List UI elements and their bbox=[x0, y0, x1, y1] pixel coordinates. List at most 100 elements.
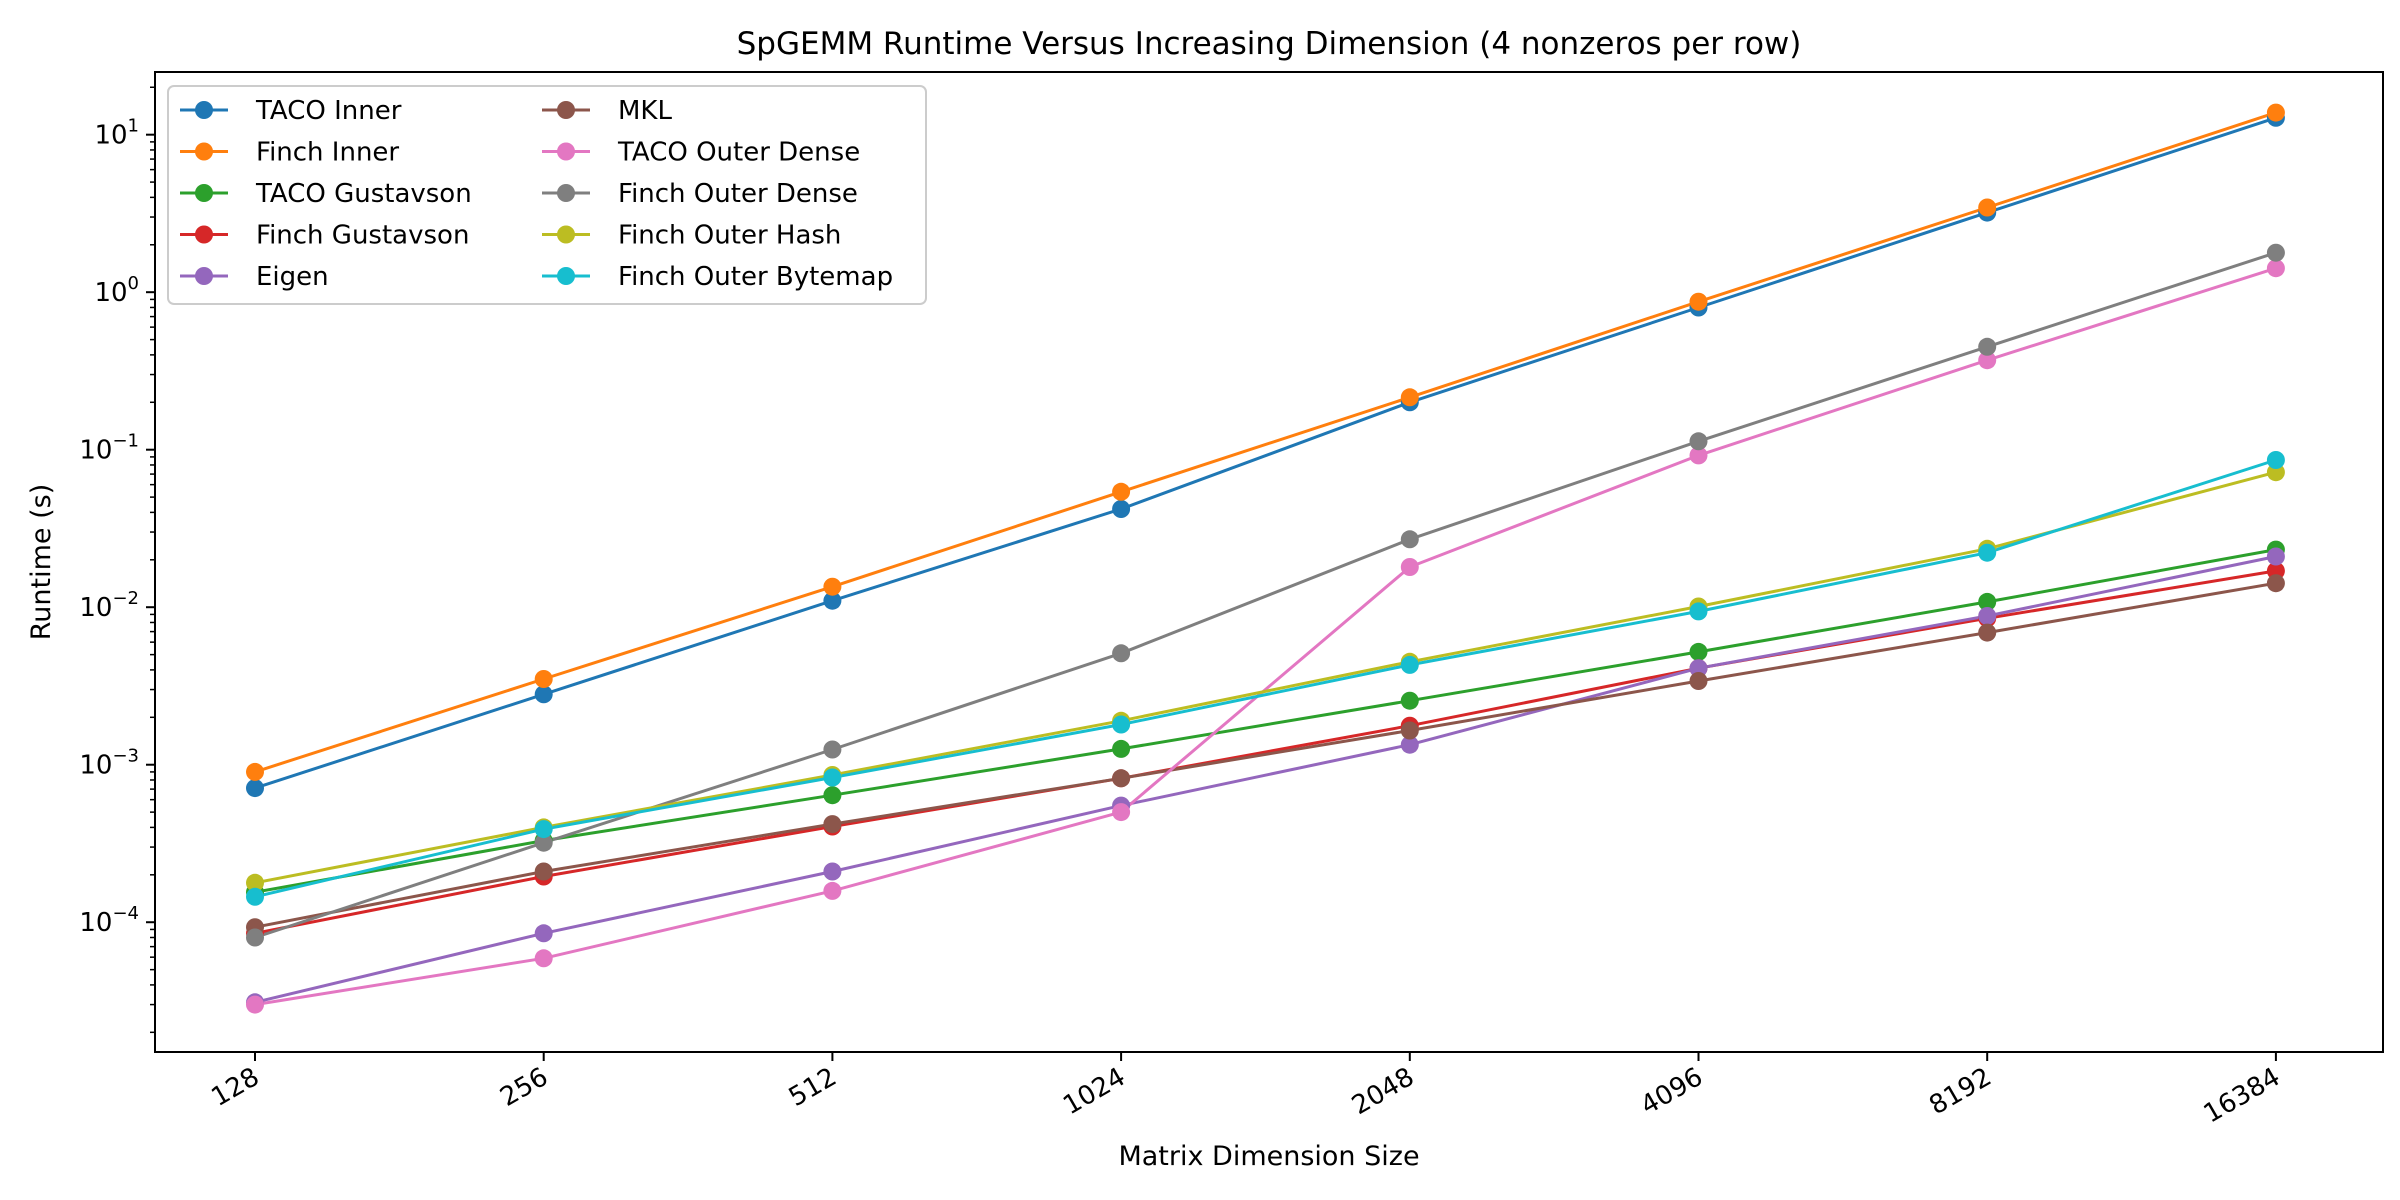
point-finch-inner-1024 bbox=[1112, 482, 1131, 501]
plot-frame bbox=[154, 71, 2384, 1053]
legend-label-taco-gustavson: TACO Gustavson bbox=[255, 179, 472, 209]
point-finch-inner-256 bbox=[534, 670, 553, 688]
point-finch-outer-bytemap-4096 bbox=[1689, 602, 1708, 621]
legend-marker-finch-outer-hash bbox=[557, 225, 575, 244]
x-axis: 128 256 512 1024 2048 4096 8192 16384 bbox=[207, 1052, 2286, 1129]
point-finch-outer-bytemap-1024 bbox=[1112, 715, 1131, 734]
x-tick-label-1024: 1024 bbox=[1058, 1062, 1130, 1121]
point-mkl-512 bbox=[823, 815, 842, 834]
series-line-finch-inner bbox=[253, 111, 2278, 774]
point-eigen-16384 bbox=[2266, 547, 2285, 566]
point-finch-outer-dense-256 bbox=[534, 833, 553, 852]
y-tick-label: 100 bbox=[94, 273, 139, 308]
point-taco-gustavson-8192 bbox=[1978, 592, 1997, 611]
y-axis-label: Runtime (s) bbox=[26, 484, 57, 641]
point-finch-outer-bytemap-8192 bbox=[1978, 543, 1997, 562]
point-eigen-256 bbox=[534, 924, 553, 943]
y-tick-label: 10−3 bbox=[79, 746, 139, 781]
point-finch-inner-512 bbox=[823, 577, 842, 596]
point-mkl-1024 bbox=[1112, 769, 1131, 788]
x-tick-label-128: 128 bbox=[207, 1062, 265, 1113]
point-finch-outer-bytemap-512 bbox=[823, 768, 842, 787]
point-taco-outer-dense-512 bbox=[823, 881, 842, 900]
legend-label-finch-outer-dense: Finch Outer Dense bbox=[618, 179, 858, 209]
point-taco-gustavson-4096 bbox=[1689, 642, 1708, 661]
legend-marker-taco-inner bbox=[195, 101, 213, 119]
legend-marker-finch-gustavson bbox=[195, 225, 213, 244]
series-lines bbox=[253, 111, 2278, 1007]
y-tick-label: 10−1 bbox=[79, 431, 139, 466]
point-finch-outer-dense-2048 bbox=[1400, 530, 1419, 549]
point-taco-outer-dense-256 bbox=[534, 949, 553, 968]
series-line-finch-outer-hash bbox=[253, 470, 2278, 885]
point-mkl-4096 bbox=[1689, 672, 1708, 690]
point-mkl-2048 bbox=[1400, 721, 1419, 740]
legend-marker-taco-gustavson bbox=[195, 184, 213, 202]
point-taco-gustavson-1024 bbox=[1112, 739, 1131, 758]
x-tick-label-512: 512 bbox=[784, 1062, 842, 1113]
point-taco-inner-512 bbox=[823, 591, 842, 610]
point-finch-outer-dense-512 bbox=[823, 740, 842, 759]
point-taco-inner-256 bbox=[534, 685, 553, 704]
point-taco-outer-dense-4096 bbox=[1689, 446, 1708, 465]
x-tick-label-16384: 16384 bbox=[2199, 1062, 2286, 1129]
legend-label-finch-gustavson: Finch Gustavson bbox=[256, 221, 469, 251]
x-tick-label-2048: 2048 bbox=[1347, 1062, 1419, 1121]
x-tick-label-256: 256 bbox=[495, 1062, 553, 1113]
legend-label-finch-outer-hash: Finch Outer Hash bbox=[618, 221, 841, 251]
point-finch-inner-4096 bbox=[1689, 292, 1708, 311]
x-tick-label-8192: 8192 bbox=[1924, 1062, 1996, 1121]
point-finch-outer-bytemap-2048 bbox=[1400, 655, 1419, 674]
point-finch-outer-bytemap-16384 bbox=[2266, 451, 2285, 469]
point-eigen-4096 bbox=[1689, 659, 1708, 678]
legend-marker-finch-outer-bytemap bbox=[557, 267, 575, 285]
series-line-taco-inner bbox=[253, 116, 2278, 790]
point-finch-outer-hash-128 bbox=[246, 873, 264, 892]
legend-box bbox=[167, 85, 927, 305]
point-taco-gustavson-2048 bbox=[1400, 691, 1419, 710]
series-line-mkl bbox=[253, 581, 2278, 929]
y-tick-label: 101 bbox=[94, 116, 139, 151]
point-taco-outer-dense-8192 bbox=[1978, 351, 1997, 370]
point-finch-inner-2048 bbox=[1400, 388, 1419, 407]
series-line-finch-outer-dense bbox=[253, 251, 2278, 939]
point-finch-inner-16384 bbox=[2266, 103, 2285, 122]
y-tick-label: 10−2 bbox=[79, 588, 139, 623]
point-mkl-16384 bbox=[2266, 574, 2285, 593]
point-mkl-256 bbox=[534, 862, 553, 881]
point-finch-inner-128 bbox=[246, 762, 264, 781]
series-markers bbox=[246, 103, 2285, 1014]
point-taco-outer-dense-2048 bbox=[1400, 558, 1419, 576]
point-eigen-512 bbox=[823, 862, 842, 881]
point-taco-outer-dense-128 bbox=[246, 995, 264, 1014]
legend-marker-finch-outer-dense bbox=[557, 184, 575, 202]
legend-label-finch-outer-bytemap: Finch Outer Bytemap bbox=[618, 262, 893, 292]
legend: TACO Inner Finch Inner TACO Gustavson Finch… bbox=[167, 85, 927, 305]
point-taco-outer-dense-1024 bbox=[1112, 803, 1131, 822]
point-taco-inner-128 bbox=[246, 779, 264, 798]
point-finch-inner-8192 bbox=[1978, 198, 1997, 217]
point-finch-gustavson-16384 bbox=[2266, 561, 2285, 580]
point-taco-gustavson-512 bbox=[823, 786, 842, 805]
series-line-taco-outer-dense bbox=[253, 266, 2278, 1007]
y-tick-label: 10−4 bbox=[79, 903, 139, 938]
legend-marker-eigen bbox=[195, 267, 213, 285]
x-axis-label: Matrix Dimension Size bbox=[1118, 1141, 1419, 1172]
legend-marker-finch-inner bbox=[195, 142, 213, 161]
point-finch-outer-dense-16384 bbox=[2266, 243, 2285, 262]
series-line-finch-gustavson bbox=[253, 569, 2278, 935]
series-line-taco-gustavson bbox=[253, 548, 2278, 894]
legend-label-finch-inner: Finch Inner bbox=[256, 138, 399, 168]
point-finch-outer-dense-4096 bbox=[1689, 432, 1708, 451]
legend-marker-mkl bbox=[557, 101, 575, 119]
legend-label-mkl: MKL bbox=[618, 96, 672, 126]
y-axis: 10−4 10−3 10−2 10−1 100 101 bbox=[79, 86, 155, 1034]
legend-marker-taco-outer-dense bbox=[557, 142, 575, 161]
point-taco-inner-1024 bbox=[1112, 500, 1131, 518]
point-finch-outer-dense-1024 bbox=[1112, 644, 1131, 663]
point-mkl-8192 bbox=[1978, 623, 1997, 642]
legend-label-eigen: Eigen bbox=[256, 262, 329, 292]
series-line-eigen bbox=[253, 555, 2278, 1004]
point-eigen-2048 bbox=[1400, 735, 1419, 754]
